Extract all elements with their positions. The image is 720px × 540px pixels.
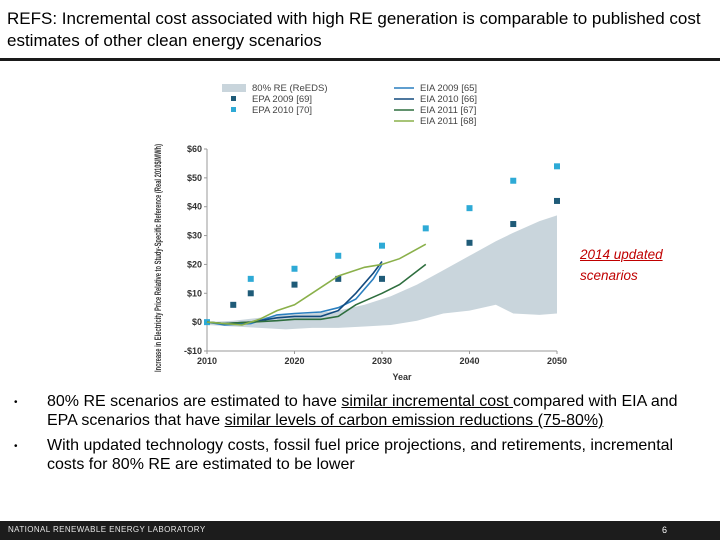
legend-swatch xyxy=(231,107,236,112)
legend-swatch xyxy=(222,84,246,92)
series-point xyxy=(247,290,254,297)
legend-swatch xyxy=(231,96,236,101)
series-point xyxy=(466,205,473,212)
series-line xyxy=(206,243,427,326)
x-tick-label: 2030 xyxy=(372,356,392,366)
updated-scenarios-note: 2014 updated scenarios xyxy=(580,244,710,286)
series-point xyxy=(379,242,385,249)
series-point xyxy=(247,275,254,282)
x-tick-label: 2040 xyxy=(459,356,479,366)
series-point xyxy=(466,239,473,246)
price-increase-chart: -$10 $0 $10 $20 $30 $40 $50 $60 2010 2020 2030 2040… xyxy=(153,83,567,382)
y-tick-label: $20 xyxy=(187,259,202,269)
legend-label: EIA 2011 [68] xyxy=(420,116,476,127)
series-point xyxy=(291,281,298,288)
bullet-dot-icon: • xyxy=(14,441,18,452)
footer-bar: NATIONAL RENEWABLE ENERGY LABORATORY 6 xyxy=(0,521,720,540)
bullet-2-text: With updated technology costs, fossil fu… xyxy=(47,437,674,473)
x-tick-label: 2020 xyxy=(284,356,304,366)
series-point xyxy=(510,177,517,184)
series-point xyxy=(379,275,385,282)
series-line xyxy=(206,263,427,325)
legend-label: EIA 2011 [67] xyxy=(420,105,476,116)
y-tick-label: $60 xyxy=(187,144,202,154)
page-number: 6 xyxy=(662,525,668,535)
series-point xyxy=(554,163,560,170)
legend-label: EIA 2009 [65] xyxy=(420,83,477,94)
bullet-1-emphasis-a: similar incremental cost xyxy=(341,393,513,410)
series-point xyxy=(422,225,429,232)
bullet-item: • With updated technology costs, fossil … xyxy=(0,436,720,474)
slide-title: REFS: Incremental cost associated with h… xyxy=(7,9,701,50)
band-80pct-re xyxy=(207,215,557,330)
y-tick-label: $30 xyxy=(187,231,202,241)
legend-label: EPA 2010 [70] xyxy=(252,105,312,116)
series-point xyxy=(230,301,237,308)
series-point xyxy=(335,252,342,259)
series-point xyxy=(335,275,342,282)
note-line-2: scenarios xyxy=(580,268,638,283)
y-tick-label: $50 xyxy=(187,173,202,183)
series-point xyxy=(554,197,560,204)
x-tick-label: 2050 xyxy=(547,356,567,366)
legend-label: 80% RE (ReEDS) xyxy=(252,83,328,94)
legend-label: EPA 2009 [69] xyxy=(252,94,312,105)
bullet-dot-icon: • xyxy=(14,397,18,408)
x-tick-label: 2010 xyxy=(197,356,217,366)
bullet-item: • 80% RE scenarios are estimated to have… xyxy=(0,392,720,430)
series-point xyxy=(510,221,517,228)
x-axis-title: Year xyxy=(392,372,412,382)
series-point xyxy=(291,265,298,272)
y-tick-label: -$10 xyxy=(184,346,202,356)
legend-label: EIA 2010 [66] xyxy=(420,94,477,105)
bullet-1-text-b: compared with EIA and EPA scenarios that… xyxy=(47,393,678,429)
footer-lab-name: NATIONAL RENEWABLE ENERGY LABORATORY xyxy=(8,525,206,534)
bullet-1-text-a: 80% RE scenarios are estimated to have xyxy=(47,393,342,410)
y-axis-title: Increase in Electricity Price Relative t… xyxy=(153,144,163,372)
y-tick-label: $40 xyxy=(187,202,202,212)
y-tick-label: $10 xyxy=(187,288,202,298)
bullet-list: • 80% RE scenarios are estimated to have… xyxy=(0,392,720,480)
bullet-1-emphasis-b: similar levels of carbon emission reduct… xyxy=(224,412,604,429)
y-tick-label: $0 xyxy=(192,317,202,327)
title-divider xyxy=(0,58,720,61)
note-line-1: 2014 updated xyxy=(580,247,663,262)
